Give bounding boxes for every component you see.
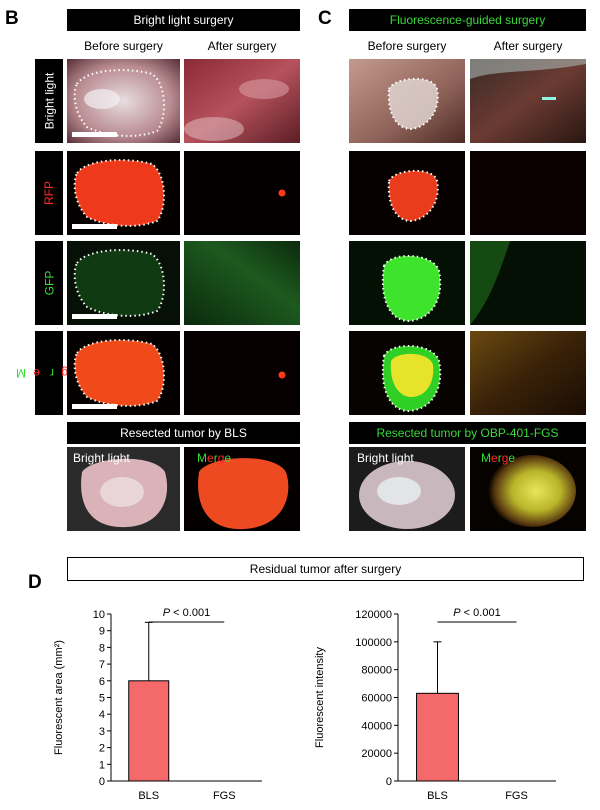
b-gfp-after-image <box>184 241 300 325</box>
c-resected-bright-image <box>349 447 465 531</box>
c-rfp-before-image <box>349 151 465 235</box>
b-merge-after-image <box>184 331 300 415</box>
row-label-gfp: GFP <box>35 241 63 325</box>
panel-c-letter: C <box>318 8 332 29</box>
y-tick-label: 5 <box>99 693 105 705</box>
row-label-bright-light: Bright light <box>35 59 63 143</box>
significance-label: P < 0.001 <box>163 607 210 619</box>
panel-d-title: Residual tumor after surgery <box>67 557 584 581</box>
c-brightlight-after-image <box>470 59 586 143</box>
bar <box>416 692 459 782</box>
c-gfp-before-image <box>349 241 465 325</box>
c-merge-before-image <box>349 331 465 415</box>
chart-fluorescent-area: 0 1 2 3 4 5 6 7 8 9 10 Fluorescent area (mm²) BLS FGS… <box>53 607 262 802</box>
panel-b-letter: B <box>5 8 19 29</box>
y-axis-label: Fluorescent intensity <box>314 647 326 748</box>
b-merge-before-image <box>67 331 180 415</box>
b-resected-header: Resected tumor by BLS <box>67 422 300 444</box>
b-gfp-before-image <box>67 241 180 325</box>
row-label-rfp: RFP <box>35 151 63 235</box>
y-tick-label: 60000 <box>361 693 392 705</box>
significance-label: P < 0.001 <box>453 607 500 619</box>
b-brightlight-before-image <box>67 59 180 143</box>
y-tick-label: 80000 <box>361 665 392 677</box>
panel-b-col-before: Before surgery <box>84 39 163 53</box>
c-resected-header: Resected tumor by OBP-401-FGS <box>349 422 586 444</box>
x-tick-label: FGS <box>505 790 528 802</box>
panel-c-col-after: After surgery <box>493 39 563 53</box>
x-tick-label: BLS <box>427 790 448 802</box>
c-brightlight-before-image <box>349 59 465 143</box>
y-tick-label: 2 <box>99 743 105 755</box>
y-tick-label: 3 <box>99 726 105 738</box>
c-resected-merge-label: Merge <box>481 451 516 465</box>
b-brightlight-after-image <box>184 59 300 143</box>
b-resected-bright-label: Bright light <box>73 451 130 465</box>
y-tick-label: 100000 <box>355 637 392 649</box>
c-resected-bright-label: Bright light <box>357 451 414 465</box>
chart-fluorescent-intensity: 0 20000 40000 60000 80000 100000 120000 Fluores… <box>314 607 556 802</box>
c-merge-after-image <box>470 331 586 415</box>
y-tick-label: 4 <box>99 709 105 721</box>
y-tick-label: 7 <box>99 659 105 671</box>
panel-c-header: Fluorescence-guided surgery <box>349 9 586 31</box>
bar <box>128 680 170 782</box>
y-tick-label: 6 <box>99 676 105 688</box>
b-resected-merge-label: Merge <box>197 451 232 465</box>
b-rfp-after-image <box>184 151 300 235</box>
y-tick-label: 120000 <box>355 609 392 621</box>
y-tick-label: 0 <box>386 776 392 788</box>
panel-c-col-before: Before surgery <box>367 39 447 53</box>
c-gfp-after-image <box>470 241 586 325</box>
panel-b-col-after: After surgery <box>207 39 277 53</box>
c-rfp-after-image <box>470 151 586 235</box>
y-tick-label: 1 <box>99 759 105 771</box>
b-resected-bright-image <box>67 447 180 531</box>
y-tick-label: 0 <box>99 776 105 788</box>
y-tick-label: 40000 <box>361 720 392 732</box>
b-resected-merge-image <box>184 447 300 531</box>
y-tick-label: 10 <box>93 609 105 621</box>
y-axis-label: Fluorescent area (mm²) <box>53 640 65 755</box>
panel-d-letter: D <box>28 572 42 593</box>
y-tick-label: 8 <box>99 642 105 654</box>
c-resected-merge-image <box>470 447 586 531</box>
x-tick-label: FGS <box>213 790 236 802</box>
x-tick-label: BLS <box>138 790 159 802</box>
row-label-merge: Merge <box>16 331 82 415</box>
panel-b-header: Bright light surgery <box>67 9 300 31</box>
y-tick-label: 9 <box>99 626 105 638</box>
y-tick-label: 20000 <box>361 748 392 760</box>
b-rfp-before-image <box>67 151 180 235</box>
